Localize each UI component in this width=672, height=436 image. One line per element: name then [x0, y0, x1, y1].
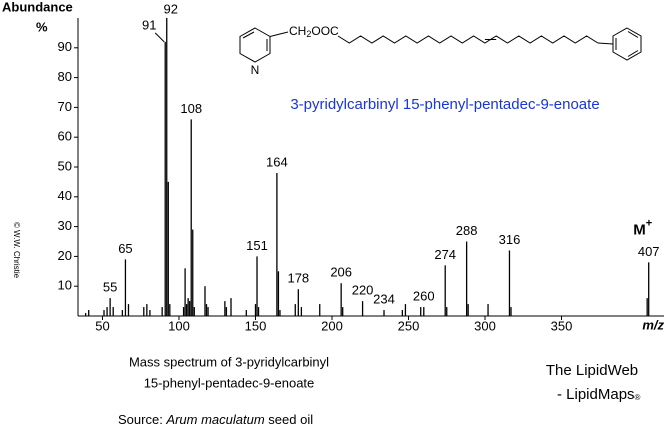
chain [337, 35, 599, 44]
y-tick-label: 50 [58, 158, 72, 173]
linker-part: OOC [311, 24, 339, 38]
x-tick-label: 100 [168, 318, 190, 333]
structure: N CH2OOC [239, 24, 642, 77]
linker: CH2OOC [289, 24, 339, 39]
peak-label: 274 [434, 247, 456, 262]
leader [154, 32, 165, 43]
x-tick-label: 150 [245, 318, 267, 333]
copyright: © W.W. Christie [12, 222, 21, 279]
registered-mark: ® [635, 393, 641, 402]
peak-label: 220 [352, 283, 374, 298]
source-species: Arum maculatum [165, 412, 264, 427]
peak-label: 151 [246, 238, 268, 253]
y-tick-label: 90 [58, 39, 72, 54]
caption-line: 15-phenyl-pentadec-9-enoate [144, 375, 315, 390]
peak-label: 55 [103, 280, 117, 295]
y-tick-label: 60 [58, 129, 72, 144]
peak-label: 316 [499, 232, 521, 247]
x-tick-label: 50 [95, 318, 109, 333]
peak-label: 206 [330, 265, 352, 280]
molecular-ion: M+ [633, 217, 652, 238]
y-axis-unit: % [36, 19, 48, 34]
y-tick-label: 80 [58, 69, 72, 84]
y-tick-label: 20 [58, 248, 72, 263]
x-tick-label: 350 [551, 318, 573, 333]
y-axis-label: Abundance [2, 0, 73, 14]
x-tick-label: 250 [398, 318, 420, 333]
x-tick-label: 300 [474, 318, 496, 333]
ion-label: M [633, 221, 646, 238]
bond [242, 31, 255, 39]
benzene-ring [612, 27, 642, 61]
linker-part: CH [289, 24, 306, 38]
linker-subscript: 2 [306, 29, 311, 39]
x-axis-label: m/z [642, 317, 664, 332]
bond [627, 50, 639, 57]
compound-name: 3-pyridylcarbinyl 15-phenyl-pentadec-9-e… [290, 96, 599, 113]
ion-charge: + [646, 217, 652, 229]
peak-label: 288 [456, 223, 478, 238]
credit-site: The LipidWeb [546, 362, 638, 379]
peak-label: 92 [164, 1, 178, 16]
peak-label: 108 [180, 101, 202, 116]
peak-label: 260 [413, 288, 435, 303]
pyridine-ring [239, 27, 271, 63]
y-tick-label: 40 [58, 188, 72, 203]
peak-label: 234 [373, 291, 395, 306]
x-tick-label: 200 [321, 318, 343, 333]
caption-line: Mass spectrum of 3-pyridylcarbinyl [129, 354, 329, 369]
y-tick-label: 10 [58, 278, 72, 293]
peak-label: 407 [638, 244, 660, 259]
nitrogen: N [251, 63, 260, 77]
source: Source: Arum maculatum seed oil [118, 412, 313, 427]
peak-label: 91 [142, 17, 156, 32]
peak-label: 178 [287, 271, 309, 286]
bond [269, 31, 289, 37]
peak-label: 164 [266, 154, 288, 169]
source-suffix: seed oil [265, 412, 314, 427]
partner: - LipidMaps [557, 386, 635, 403]
y-tick-label: 70 [58, 99, 72, 114]
bond [627, 31, 639, 38]
credit-partner: - LipidMaps® [557, 386, 641, 403]
bond [597, 42, 614, 45]
y-tick-label: 30 [58, 218, 72, 233]
peak-label: 65 [118, 241, 132, 256]
source-prefix: Source: [118, 412, 166, 427]
